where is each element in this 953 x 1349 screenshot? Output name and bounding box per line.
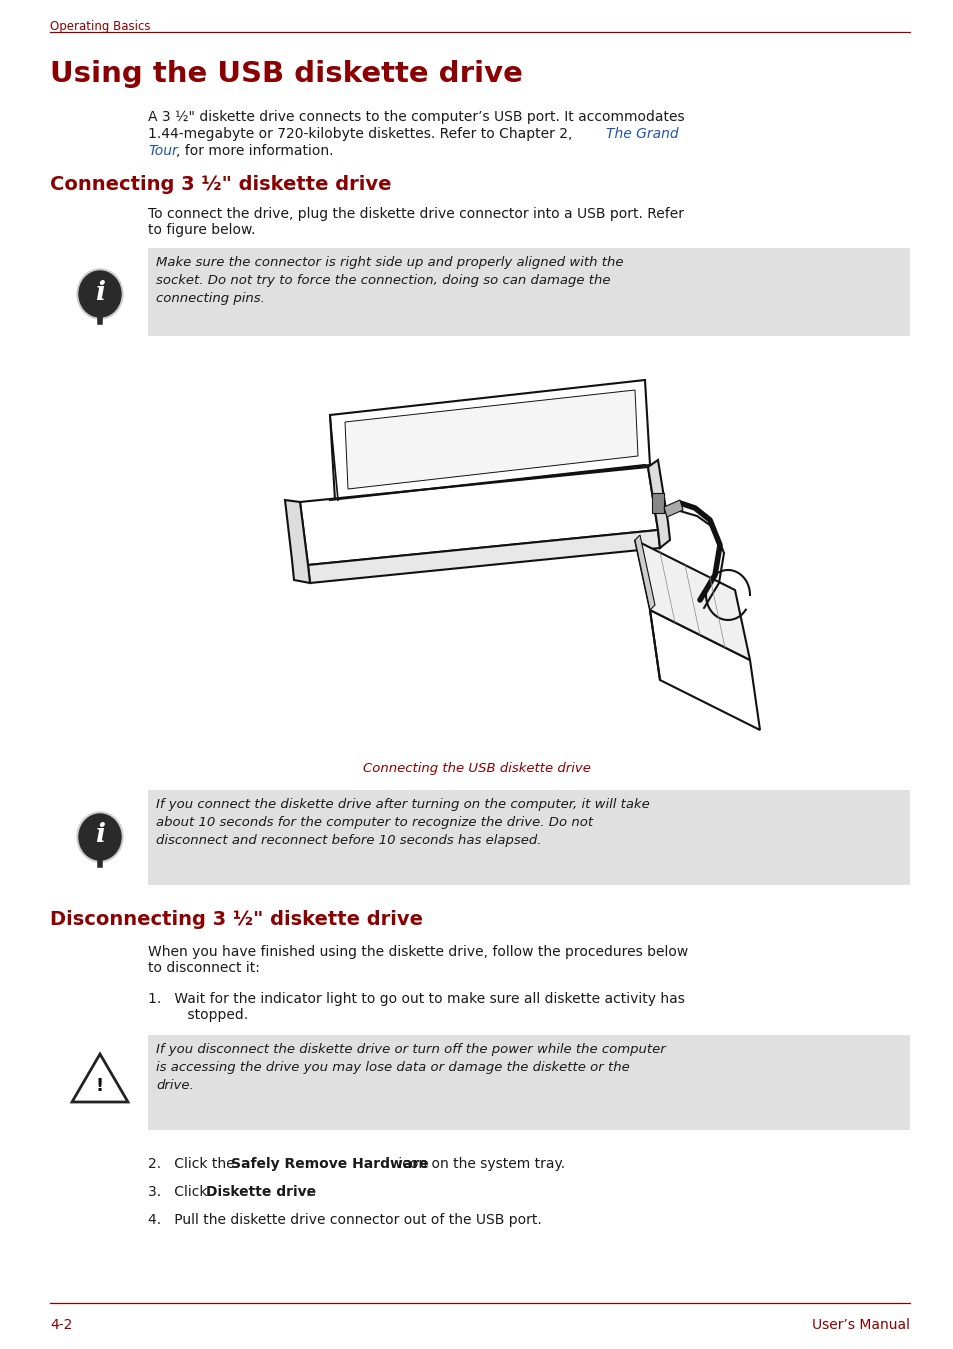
FancyBboxPatch shape [148,248,909,336]
Text: If you disconnect the diskette drive or turn off the power while the computer: If you disconnect the diskette drive or … [156,1043,665,1056]
Text: The Grand: The Grand [605,127,678,142]
Text: disconnect and reconnect before 10 seconds has elapsed.: disconnect and reconnect before 10 secon… [156,834,541,847]
Text: Operating Basics: Operating Basics [50,20,151,32]
Polygon shape [663,500,682,517]
Ellipse shape [77,812,123,862]
Text: When you have finished using the diskette drive, follow the procedures below: When you have finished using the diskett… [148,946,687,959]
Text: to disconnect it:: to disconnect it: [148,960,259,975]
Text: Using the USB diskette drive: Using the USB diskette drive [50,59,522,88]
Text: User’s Manual: User’s Manual [811,1318,909,1331]
Text: Make sure the connector is right side up and properly aligned with the: Make sure the connector is right side up… [156,256,623,268]
Text: Tour: Tour [148,144,177,158]
Text: 4.   Pull the diskette drive connector out of the USB port.: 4. Pull the diskette drive connector out… [148,1213,541,1228]
Polygon shape [649,610,760,730]
Text: about 10 seconds for the computer to recognize the drive. Do not: about 10 seconds for the computer to rec… [156,816,593,830]
Text: connecting pins.: connecting pins. [156,291,265,305]
Text: i: i [95,823,105,847]
Polygon shape [299,467,658,565]
Text: To connect the drive, plug the diskette drive connector into a USB port. Refer: To connect the drive, plug the diskette … [148,206,683,221]
Text: to figure below.: to figure below. [148,223,255,237]
Ellipse shape [79,813,121,861]
Text: 2.   Click the: 2. Click the [148,1157,239,1171]
FancyBboxPatch shape [148,1035,909,1130]
Text: is accessing the drive you may lose data or damage the diskette or the: is accessing the drive you may lose data… [156,1062,629,1074]
Text: , for more information.: , for more information. [175,144,334,158]
Text: Connecting the USB diskette drive: Connecting the USB diskette drive [363,762,590,774]
Polygon shape [345,390,638,488]
Text: Connecting 3 ½" diskette drive: Connecting 3 ½" diskette drive [50,175,391,194]
Ellipse shape [79,271,121,317]
Polygon shape [285,500,310,583]
Text: i: i [95,279,105,305]
Polygon shape [330,380,649,500]
Text: 1.   Wait for the indicator light to go out to make sure all diskette activity h: 1. Wait for the indicator light to go ou… [148,992,684,1006]
Polygon shape [635,540,749,660]
Text: Disconnecting 3 ½" diskette drive: Disconnecting 3 ½" diskette drive [50,911,422,929]
Text: 1.44-megabyte or 720-kilobyte diskettes. Refer to Chapter 2,: 1.44-megabyte or 720-kilobyte diskettes.… [148,127,577,142]
Text: Safely Remove Hardware: Safely Remove Hardware [231,1157,428,1171]
Text: stopped.: stopped. [170,1008,248,1023]
Text: 3.   Click: 3. Click [148,1184,212,1199]
FancyBboxPatch shape [148,791,909,885]
Text: Diskette drive: Diskette drive [206,1184,315,1199]
Text: If you connect the diskette drive after turning on the computer, it will take: If you connect the diskette drive after … [156,799,649,811]
Text: A 3 ½" diskette drive connects to the computer’s USB port. It accommodates: A 3 ½" diskette drive connects to the co… [148,111,684,124]
Polygon shape [308,530,659,583]
Text: 4-2: 4-2 [50,1318,72,1331]
Text: drive.: drive. [156,1079,193,1091]
Polygon shape [71,1054,128,1102]
Text: .: . [306,1184,310,1199]
Text: socket. Do not try to force the connection, doing so can damage the: socket. Do not try to force the connecti… [156,274,610,287]
Text: !: ! [96,1077,104,1095]
FancyBboxPatch shape [651,492,663,513]
Text: icon on the system tray.: icon on the system tray. [394,1157,564,1171]
Polygon shape [635,536,655,610]
Ellipse shape [77,268,123,318]
Polygon shape [647,460,669,548]
